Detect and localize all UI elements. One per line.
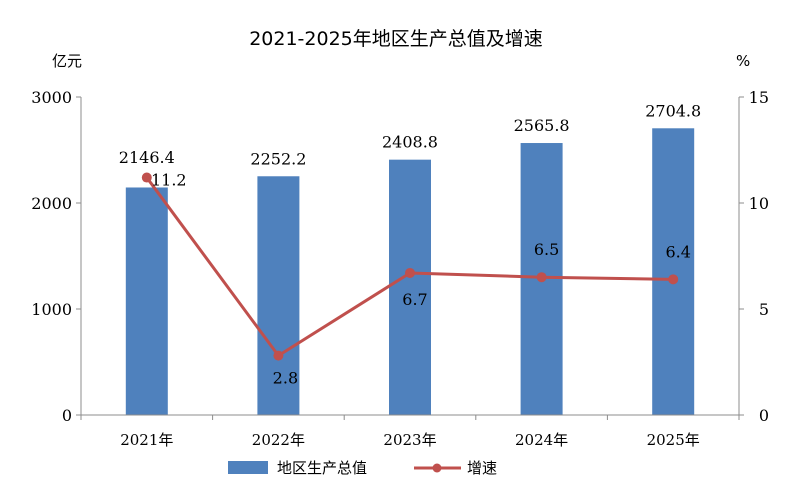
bar-value-label: 2704.8 (645, 101, 701, 120)
growth-value-label: 6.7 (402, 290, 427, 309)
right-axis-unit: % (736, 52, 750, 70)
bar-value-label: 2408.8 (382, 133, 438, 152)
bar (652, 128, 695, 415)
left-axis-unit: 亿元 (52, 52, 82, 70)
left-tick-label: 2000 (31, 194, 72, 213)
growth-point (405, 267, 415, 278)
line-series (141, 172, 679, 361)
growth-point (141, 172, 152, 183)
left-tick-label: 3000 (31, 88, 72, 107)
chart-title: 2021-2025年地区生产总值及增速 (249, 28, 543, 50)
bar-value-label: 2146.4 (119, 148, 175, 167)
legend-line-label: 增速 (467, 459, 497, 477)
right-tick-label: 5 (759, 300, 769, 319)
bar-series (125, 128, 695, 415)
growth-point (273, 350, 284, 361)
x-tick-label: 2023年 (383, 431, 436, 449)
legend: 地区生产总值 增速 (228, 459, 497, 477)
growth-point (536, 272, 547, 283)
growth-value-label: 6.4 (665, 242, 690, 261)
right-tick-label: 0 (759, 406, 769, 425)
legend-bar-label: 地区生产总值 (277, 459, 367, 477)
data-labels: 2146.4 2252.2 2408.8 2565.8 2704.8 11.2 2.8 6.7… (119, 101, 701, 387)
axes: 0 1000 2000 3000 0 5 10 15 2021年 2022年 2023年 2024年 2… (31, 88, 769, 449)
bar-value-label: 2565.8 (514, 116, 570, 135)
left-tick-label: 0 (62, 406, 72, 425)
left-tick-label: 1000 (31, 300, 72, 319)
growth-value-label: 2.8 (273, 369, 298, 388)
legend-bar-swatch (228, 461, 268, 474)
x-tick-label: 2025年 (647, 431, 700, 449)
right-tick-label: 10 (749, 194, 769, 213)
growth-value-label: 11.2 (151, 171, 187, 190)
bar (389, 159, 431, 415)
x-tick-label: 2021年 (120, 431, 173, 449)
x-tick-label: 2024年 (515, 431, 568, 449)
right-tick-label: 15 (749, 88, 769, 107)
bar (125, 187, 168, 415)
x-tick-label: 2022年 (252, 431, 305, 449)
growth-point (668, 274, 679, 285)
bar-value-label: 2252.2 (250, 149, 306, 168)
legend-line-marker (432, 463, 442, 473)
bar (257, 176, 300, 415)
growth-value-label: 6.5 (534, 240, 559, 259)
